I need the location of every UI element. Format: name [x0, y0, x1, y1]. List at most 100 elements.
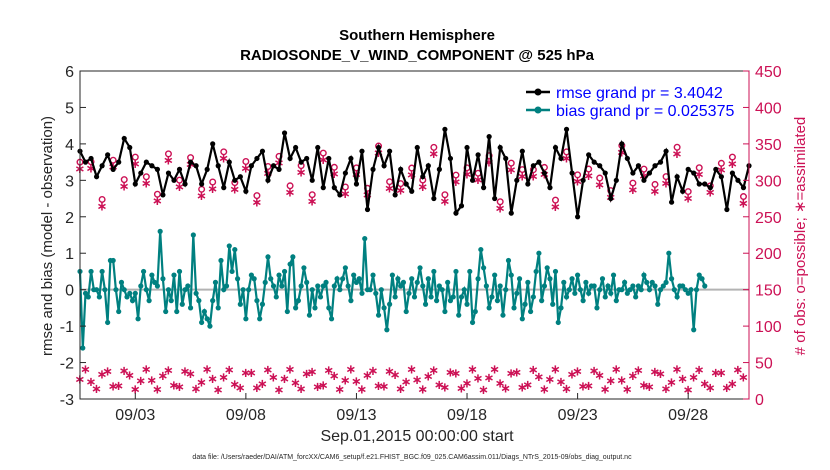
bias-data-point	[635, 283, 642, 289]
obs-lower-marker: ∗	[340, 372, 351, 387]
bias-data-point	[586, 290, 592, 296]
bias-data-point	[273, 294, 279, 300]
bias-data-point	[182, 287, 188, 293]
y-right-tick-label: 250	[755, 210, 782, 227]
x-tick-label: 09/18	[447, 407, 487, 424]
obs-lower-marker: ∗	[185, 366, 196, 381]
bias-data-point	[403, 308, 409, 315]
y-left-tick-label: 6	[65, 64, 74, 81]
bias-data-point	[331, 283, 337, 289]
bias-data-point	[262, 279, 268, 285]
rmse-data-point	[696, 181, 702, 187]
bias-data-point	[442, 308, 448, 315]
bias-data-point	[641, 272, 647, 278]
bias-data-point	[500, 312, 506, 318]
obs-lower-marker: ∗	[478, 382, 489, 397]
obs-lower-marker: ∗	[124, 368, 135, 383]
obs-possible-marker	[176, 176, 184, 184]
bias-data-point	[193, 290, 199, 296]
obs-assimilated-marker: ∗	[727, 156, 738, 171]
bias-data-point	[248, 272, 254, 278]
obs-lower-marker: ∗	[174, 379, 185, 394]
bias-data-point	[240, 287, 246, 293]
bias-data-point	[563, 294, 570, 300]
rmse-data-point	[569, 170, 575, 176]
rmse-data-point	[315, 144, 321, 151]
bias-data-point	[359, 290, 365, 296]
obs-lower-marker: ∗	[616, 373, 627, 388]
bias-data-point	[234, 276, 241, 282]
obs-assimilated-marker: ∗	[594, 177, 605, 192]
rmse-data-point	[425, 163, 431, 169]
obs-lower-marker: ∗	[395, 381, 406, 396]
y-axis-label-left: rmse and bias (model - observation)	[39, 116, 56, 356]
obs-lower-marker: ∗	[522, 377, 533, 392]
obs-possible-marker	[551, 196, 559, 204]
rmse-data-point	[652, 163, 658, 169]
obs-assimilated-marker: ∗	[307, 194, 318, 209]
obs-lower-marker: ∗	[462, 375, 473, 390]
bias-data-point	[494, 298, 501, 304]
rmse-data-point	[663, 148, 669, 154]
bias-data-point	[666, 250, 672, 256]
chart-title: Southern Hemisphere	[339, 27, 495, 44]
rmse-data-point	[519, 148, 525, 154]
obs-possible-marker	[441, 191, 449, 199]
bias-data-point	[674, 294, 680, 300]
y-left-tick-label: -1	[60, 319, 74, 336]
rmse-data-point	[226, 159, 232, 165]
obs-lower-marker: ∗	[545, 372, 556, 387]
obs-lower-marker: ∗	[362, 367, 373, 382]
rmse-data-point	[132, 181, 138, 187]
x-tick-label: 09/08	[226, 407, 266, 424]
rmse-data-point	[458, 203, 465, 209]
bias-data-point	[356, 276, 362, 282]
obs-possible-marker	[695, 164, 703, 172]
bias-data-point	[348, 298, 354, 304]
obs-assimilated-marker: ∗	[738, 195, 749, 210]
obs-lower-marker: ∗	[738, 370, 749, 385]
bias-data-point	[226, 243, 232, 249]
rmse-data-point	[281, 130, 288, 136]
data-file-footnote: data file: /Users/raeder/DAI/ATM_forcXX/…	[192, 454, 632, 461]
bias-data-point	[290, 254, 296, 260]
rmse-data-point	[464, 144, 470, 151]
obs-lower-marker: ∗	[86, 374, 97, 389]
obs-lower-marker: ∗	[102, 363, 113, 378]
obs-possible-marker	[319, 149, 327, 157]
bias-data-point	[472, 308, 478, 315]
rmse-data-point	[492, 195, 498, 202]
bias-data-point	[539, 298, 545, 304]
obs-lower-marker: ∗	[456, 380, 467, 395]
obs-lower-marker: ∗	[301, 366, 312, 381]
obs-lower-marker: ∗	[423, 369, 434, 384]
bias-data-point	[516, 276, 523, 282]
bias-data-point	[121, 287, 127, 293]
bias-data-point	[566, 287, 572, 293]
obs-lower-marker: ∗	[406, 361, 417, 376]
obs-possible-marker	[242, 157, 250, 165]
rmse-data-point	[381, 163, 387, 169]
rmse-data-point	[232, 177, 238, 183]
rmse-data-point	[337, 192, 343, 198]
bias-data-point	[696, 272, 702, 278]
obs-lower-marker: ∗	[677, 371, 688, 386]
y-right-tick-label: 150	[755, 283, 782, 300]
bias-data-point	[431, 268, 437, 275]
obs-possible-marker	[728, 153, 736, 161]
rmse-data-point	[359, 148, 365, 154]
x-tick-label: 09/03	[115, 407, 155, 424]
bias-data-point	[458, 294, 465, 300]
obs-assimilated-marker: ∗	[351, 167, 362, 182]
obs-lower-marker: ∗	[633, 363, 644, 378]
bias-data-point	[174, 308, 180, 315]
obs-lower-marker: ∗	[732, 362, 743, 377]
obs-assimilated-marker: ∗	[694, 167, 705, 182]
obs-lower-marker: ∗	[351, 373, 362, 388]
bias-data-point	[293, 305, 299, 311]
bias-data-point	[163, 308, 169, 315]
obs-lower-marker: ∗	[257, 376, 268, 391]
bias-data-point	[102, 287, 108, 293]
y-left-tick-label: 5	[65, 100, 74, 117]
obs-lower-marker: ∗	[710, 365, 721, 380]
